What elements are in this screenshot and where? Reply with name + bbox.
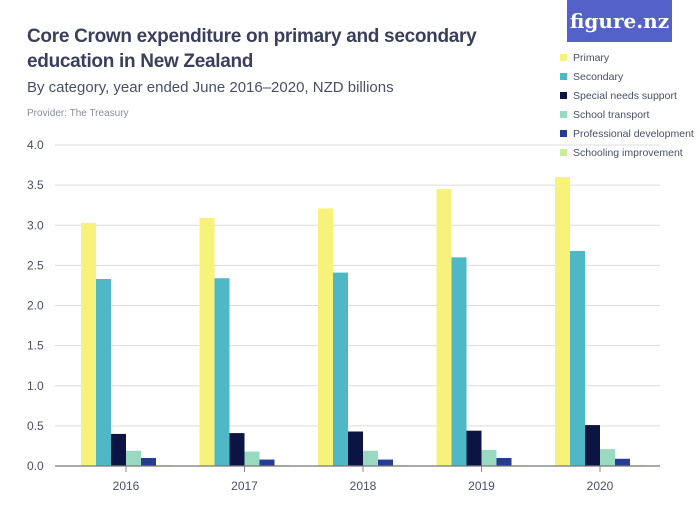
y-tick-label: 0.0 [27,459,44,473]
bar-secondary-2019 [451,257,467,466]
legend-item: Professional development [560,124,694,143]
chart-subtitle: By category, year ended June 2016–2020, … [27,79,394,96]
bar-school-transport-2019 [481,449,497,466]
legend-swatch [560,149,567,156]
legend-swatch [560,111,567,118]
bar-primary-2019 [436,189,452,466]
legend-item: Special needs support [560,86,694,105]
bar-special-needs-support-2017 [229,433,245,466]
legend-label: Secondary [573,70,624,83]
bar-school-transport-2017 [244,451,260,466]
legend-swatch [560,73,567,80]
bar-professional-development-2020 [615,458,630,466]
bar-special-needs-support-2016 [111,433,126,466]
legend-label: Primary [573,51,610,64]
bar-professional-development-2018 [378,459,393,466]
bar-primary-2020 [555,177,570,466]
figure-nz-logo[interactable]: figure.nz [567,0,672,42]
bar-special-needs-support-2018 [348,431,363,466]
y-tick-label: 4.0 [27,138,44,152]
bar-secondary-2020 [570,250,585,466]
x-tick-label: 2017 [231,479,258,493]
provider-label: Provider: The Treasury [27,108,129,119]
bar-school-transport-2020 [600,449,615,466]
bar-primary-2016 [81,222,96,466]
y-tick-label: 2.0 [27,299,44,313]
bar-school-transport-2016 [126,450,141,466]
bar-professional-development-2016 [141,457,156,466]
bar-secondary-2017 [214,278,230,466]
bar-primary-2017 [199,218,215,466]
legend-swatch [560,92,567,99]
x-tick-label: 2018 [350,479,377,493]
x-tick-label: 2019 [468,479,495,493]
legend-swatch [560,130,567,137]
bar-primary-2018 [318,208,333,466]
bar-professional-development-2019 [496,457,512,466]
bar-special-needs-support-2019 [466,430,482,466]
y-tick-label: 0.5 [27,419,44,433]
y-tick-label: 2.5 [27,258,44,272]
y-tick-label: 1.0 [27,379,44,393]
legend-item: Schooling improvement [560,143,694,162]
bar-school-transport-2018 [363,450,378,466]
y-tick-label: 1.5 [27,339,44,353]
legend-label: Professional development [573,127,694,140]
x-tick-label: 2016 [113,479,140,493]
legend-item: Secondary [560,67,694,86]
chart-title: Core Crown expenditure on primary and se… [27,26,477,72]
y-tick-label: 3.5 [27,178,44,192]
legend-item: Primary [560,48,694,67]
x-tick-label: 2020 [587,479,614,493]
legend-label: Schooling improvement [573,146,683,159]
legend-label: Special needs support [573,89,677,102]
bar-professional-development-2017 [259,459,275,466]
bar-secondary-2018 [333,272,348,466]
y-tick-label: 3.0 [27,218,44,232]
bar-special-needs-support-2020 [585,425,600,466]
legend: Primary Secondary Special needs support Sch… [560,48,694,162]
legend-label: School transport [573,108,650,121]
legend-item: School transport [560,105,694,124]
legend-swatch [560,54,567,61]
bar-secondary-2016 [96,279,111,466]
